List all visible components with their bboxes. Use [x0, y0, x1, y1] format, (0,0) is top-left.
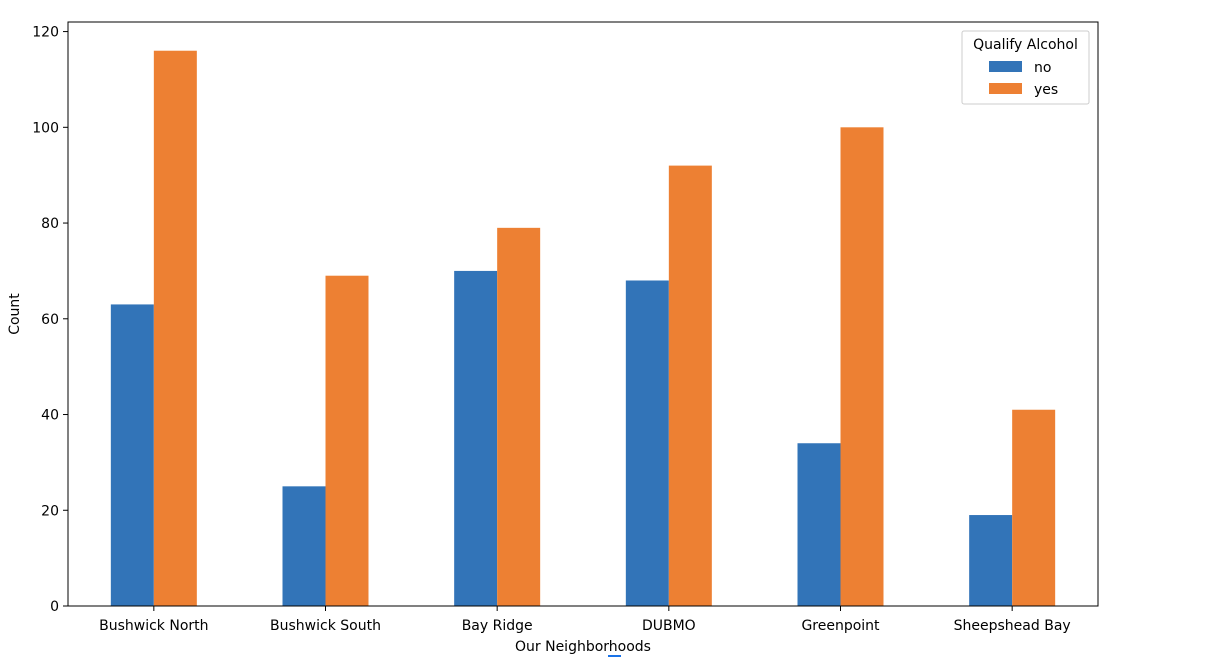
x-axis-ticks: Bushwick North Bushwick South Bay Ridge DUB… [99, 606, 1071, 634]
x-tick-label: Bushwick South [270, 618, 381, 634]
bar-yes-dubmo [668, 165, 712, 606]
y-axis-label: Count [7, 293, 23, 335]
x-tick-label: Bushwick North [99, 618, 208, 634]
y-tick-label: 60 [41, 312, 59, 328]
x-tick-label: Sheepshead Bay [954, 618, 1071, 634]
y-tick-label: 0 [50, 599, 59, 615]
y-tick-label: 40 [41, 408, 59, 424]
legend-label-yes: yes [1034, 82, 1058, 98]
bar-no-bushwick-south [282, 486, 326, 606]
y-tick-label: 20 [41, 503, 59, 519]
legend-swatch-yes [989, 83, 1022, 94]
y-tick-label: 100 [32, 120, 59, 136]
bar-yes-bay-ridge [497, 227, 541, 606]
x-tick-label: Greenpoint [801, 618, 880, 634]
legend: Qualify Alcohol no yes [961, 30, 1090, 105]
bar-no-dubmo [625, 280, 669, 606]
bar-yes-bushwick-south [325, 275, 369, 606]
text-cursor-marker [608, 655, 621, 657]
bar-no-sheepshead-bay [969, 515, 1013, 606]
x-tick-label: Bay Ridge [462, 618, 533, 634]
y-tick-label: 80 [41, 216, 59, 232]
bar-yes-sheepshead-bay [1012, 409, 1056, 606]
plot-frame [67, 21, 1099, 607]
y-tick-label: 120 [32, 25, 59, 41]
y-axis-ticks: 0 20 40 60 80 100 120 [32, 25, 68, 615]
legend-swatch-no [989, 61, 1022, 72]
legend-items: no yes [989, 60, 1058, 98]
x-tick-label: DUBMO [642, 618, 696, 634]
legend-label-no: no [1034, 60, 1051, 76]
bar-no-greenpoint [797, 443, 841, 606]
legend-title: Qualify Alcohol [973, 37, 1078, 53]
bars-group [110, 50, 1056, 607]
bar-yes-bushwick-north [153, 50, 197, 606]
bar-no-bay-ridge [454, 270, 498, 606]
x-axis-label: Our Neighborhoods [515, 639, 651, 655]
bar-yes-greenpoint [840, 127, 884, 607]
bar-no-bushwick-north [110, 304, 154, 606]
